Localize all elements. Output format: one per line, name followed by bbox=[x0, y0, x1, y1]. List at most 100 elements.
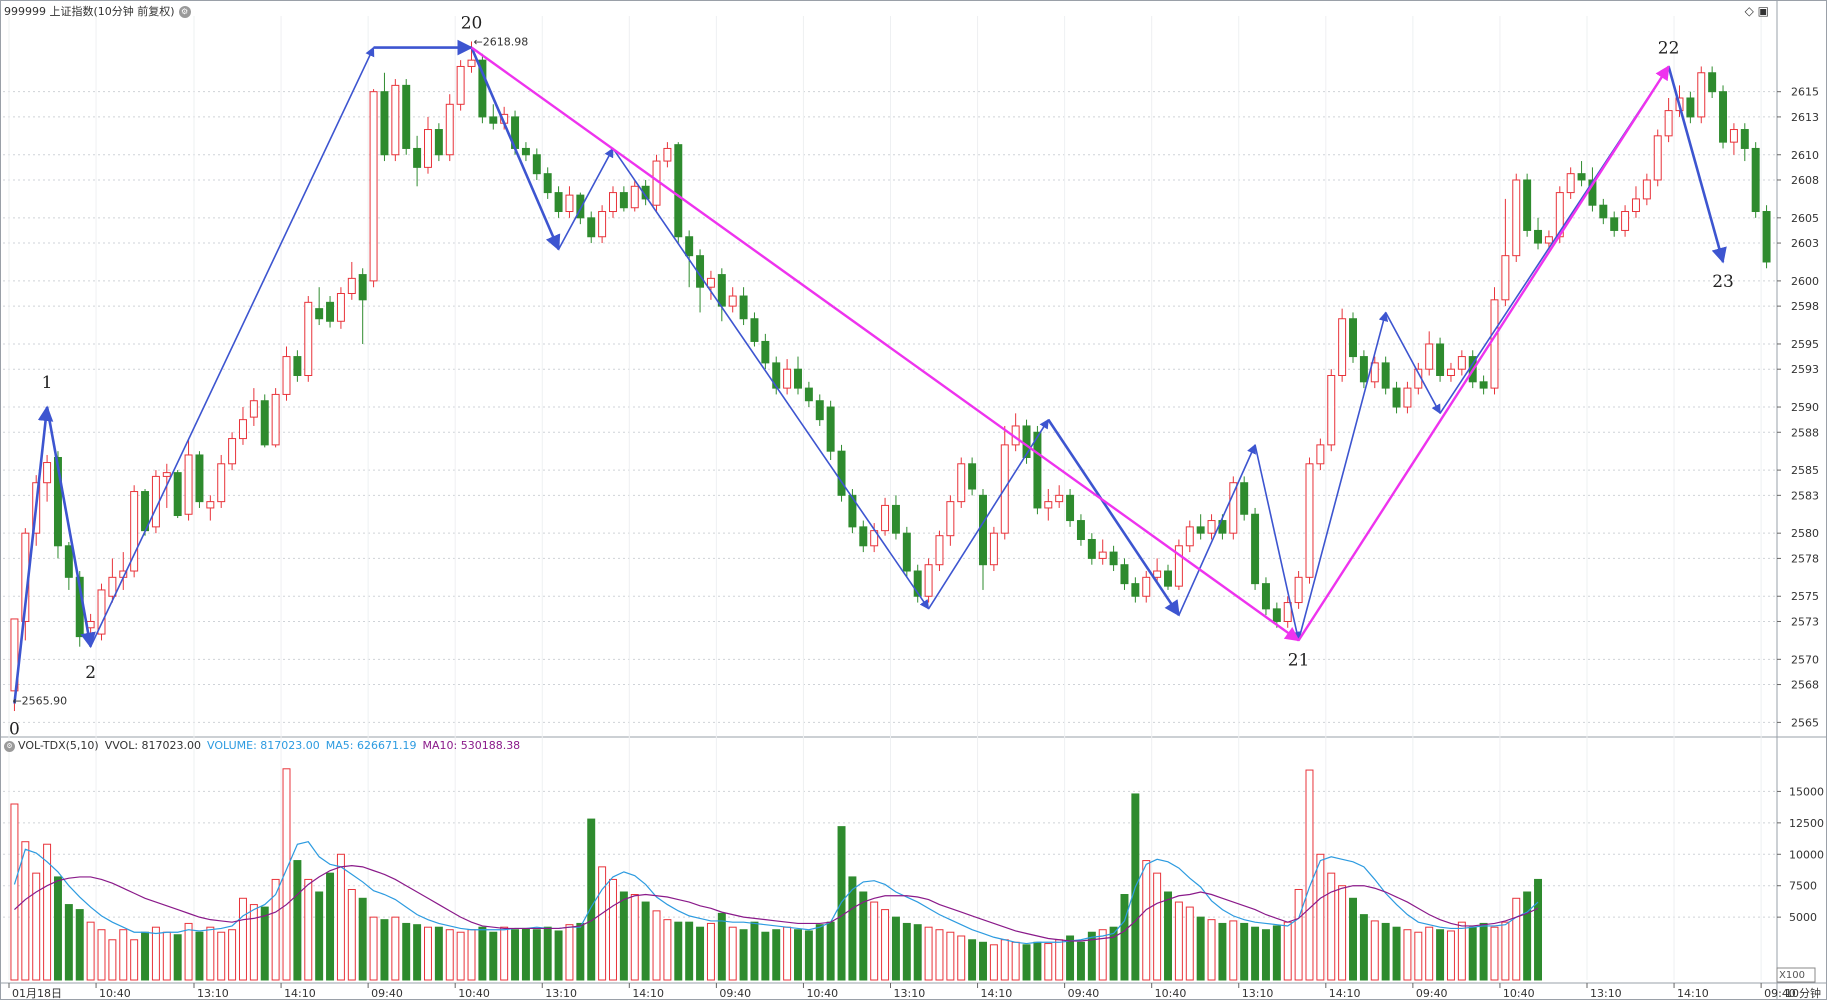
time-tick-label: 13:10 bbox=[545, 987, 577, 1000]
volume-bar bbox=[173, 934, 182, 981]
volume-bar bbox=[957, 935, 966, 981]
volume-bar bbox=[282, 768, 291, 981]
time-tick-label: 10:40 bbox=[1503, 987, 1535, 1000]
candle-body bbox=[217, 463, 226, 503]
candle-body bbox=[1642, 179, 1651, 200]
high-price-label: ←2618.98 bbox=[474, 35, 529, 48]
volume-bar bbox=[913, 924, 922, 981]
volume-bar bbox=[1457, 921, 1466, 981]
candle-body bbox=[228, 438, 237, 465]
candle-body bbox=[1534, 229, 1543, 244]
volume-bar bbox=[815, 924, 824, 981]
candle-body bbox=[859, 526, 868, 547]
volume-bar bbox=[53, 876, 62, 981]
candle-body bbox=[1729, 129, 1738, 143]
candle-body bbox=[685, 236, 694, 257]
candle-body bbox=[1305, 463, 1314, 578]
candle-body bbox=[1686, 97, 1695, 118]
candle-body bbox=[1631, 198, 1640, 213]
candle-body bbox=[641, 185, 650, 200]
indicator-settings-icon[interactable]: ⚙ bbox=[4, 740, 15, 752]
price-tick-label: 2570 bbox=[1791, 653, 1819, 666]
wave-label: 0 bbox=[9, 720, 20, 740]
volume-bar bbox=[184, 922, 193, 981]
volume-header: ⚙ VOL-TDX(5,10) VVOL: 817023.00 VOLUME: 817… bbox=[4, 739, 526, 752]
volume-bar bbox=[554, 930, 563, 981]
candle-body bbox=[1436, 343, 1445, 376]
volume-bar bbox=[1251, 926, 1260, 981]
candle-body bbox=[1664, 110, 1673, 137]
diamond-icon[interactable]: ◇ bbox=[1744, 4, 1754, 18]
candle-body bbox=[271, 393, 280, 446]
volume-bar bbox=[717, 912, 726, 981]
volume-bar bbox=[1305, 769, 1314, 981]
candle-body bbox=[739, 295, 748, 320]
volume-bar bbox=[1044, 943, 1053, 981]
wave-label: 2 bbox=[85, 663, 96, 683]
vol-volume: VOLUME: 817023.00 bbox=[207, 739, 320, 752]
volume-bar bbox=[696, 926, 705, 981]
volume-bar bbox=[1479, 922, 1488, 981]
window-controls[interactable]: ◇ ▣ bbox=[1745, 4, 1769, 18]
volume-unit-label: X100 bbox=[1779, 970, 1805, 981]
candle-body bbox=[935, 535, 944, 566]
time-tick-label: 14:10 bbox=[632, 987, 664, 1000]
candle-body bbox=[1457, 356, 1466, 370]
time-tick-label: 10:40 bbox=[1155, 987, 1187, 1000]
volume-bar bbox=[1501, 921, 1510, 981]
volume-bar bbox=[347, 888, 356, 981]
settings-icon[interactable]: ⚙ bbox=[178, 6, 191, 18]
volume-bar bbox=[271, 878, 280, 981]
period-label: 10分钟 bbox=[1785, 986, 1821, 1000]
volume-bar bbox=[130, 939, 139, 981]
candle-body bbox=[1338, 318, 1347, 377]
candle-body bbox=[1403, 387, 1412, 408]
volume-bar bbox=[86, 921, 95, 981]
volume-bar bbox=[434, 926, 443, 981]
volume-bar bbox=[1109, 926, 1118, 981]
volume-bar bbox=[467, 929, 476, 981]
price-tick-label: 2583 bbox=[1791, 489, 1819, 502]
candle-body bbox=[1370, 362, 1379, 383]
price-tick-label: 2573 bbox=[1791, 615, 1819, 628]
candle-body bbox=[1033, 431, 1042, 509]
volume-bar bbox=[1338, 885, 1347, 981]
candle-body bbox=[630, 185, 639, 209]
candle-body bbox=[794, 368, 802, 389]
candle-body bbox=[1316, 444, 1325, 465]
price-tick-label: 2600 bbox=[1791, 275, 1819, 288]
chart-title-text: 999999 上证指数(10分钟 前复权) bbox=[4, 5, 175, 18]
ma5-line bbox=[13, 841, 1539, 945]
candle-body bbox=[1174, 545, 1183, 587]
price-tick-label: 2603 bbox=[1791, 237, 1819, 250]
candle-body bbox=[64, 545, 73, 578]
candle-body bbox=[478, 59, 487, 118]
time-tick-label: 13:10 bbox=[1590, 987, 1622, 1000]
candle-body bbox=[1055, 494, 1064, 503]
candle-body bbox=[1066, 494, 1075, 522]
volume-bar bbox=[1022, 944, 1031, 981]
window-icon[interactable]: ▣ bbox=[1757, 4, 1769, 18]
volume-bar bbox=[21, 841, 30, 981]
candle-body bbox=[195, 454, 204, 503]
volume-tick-label: 12500 bbox=[1789, 817, 1824, 830]
candle-body bbox=[1142, 576, 1151, 597]
volume-unit-box bbox=[1776, 967, 1816, 983]
volume-bar bbox=[946, 931, 955, 981]
price-tick-label: 2580 bbox=[1791, 527, 1819, 540]
volume-bar bbox=[1523, 891, 1532, 981]
candle-body bbox=[532, 154, 541, 175]
candle-body bbox=[1588, 179, 1597, 206]
time-tick-label: 14:10 bbox=[1677, 987, 1709, 1000]
volume-bar bbox=[1359, 914, 1368, 981]
time-tick-label: 10:40 bbox=[458, 987, 490, 1000]
wave-segment-blue bbox=[927, 418, 1049, 610]
volume-bar bbox=[902, 922, 911, 981]
candle-body bbox=[717, 274, 726, 307]
candle-body bbox=[1544, 236, 1553, 244]
candle-body bbox=[456, 65, 465, 105]
wave-segment-blue bbox=[557, 147, 614, 250]
volume-bar bbox=[1174, 901, 1183, 981]
